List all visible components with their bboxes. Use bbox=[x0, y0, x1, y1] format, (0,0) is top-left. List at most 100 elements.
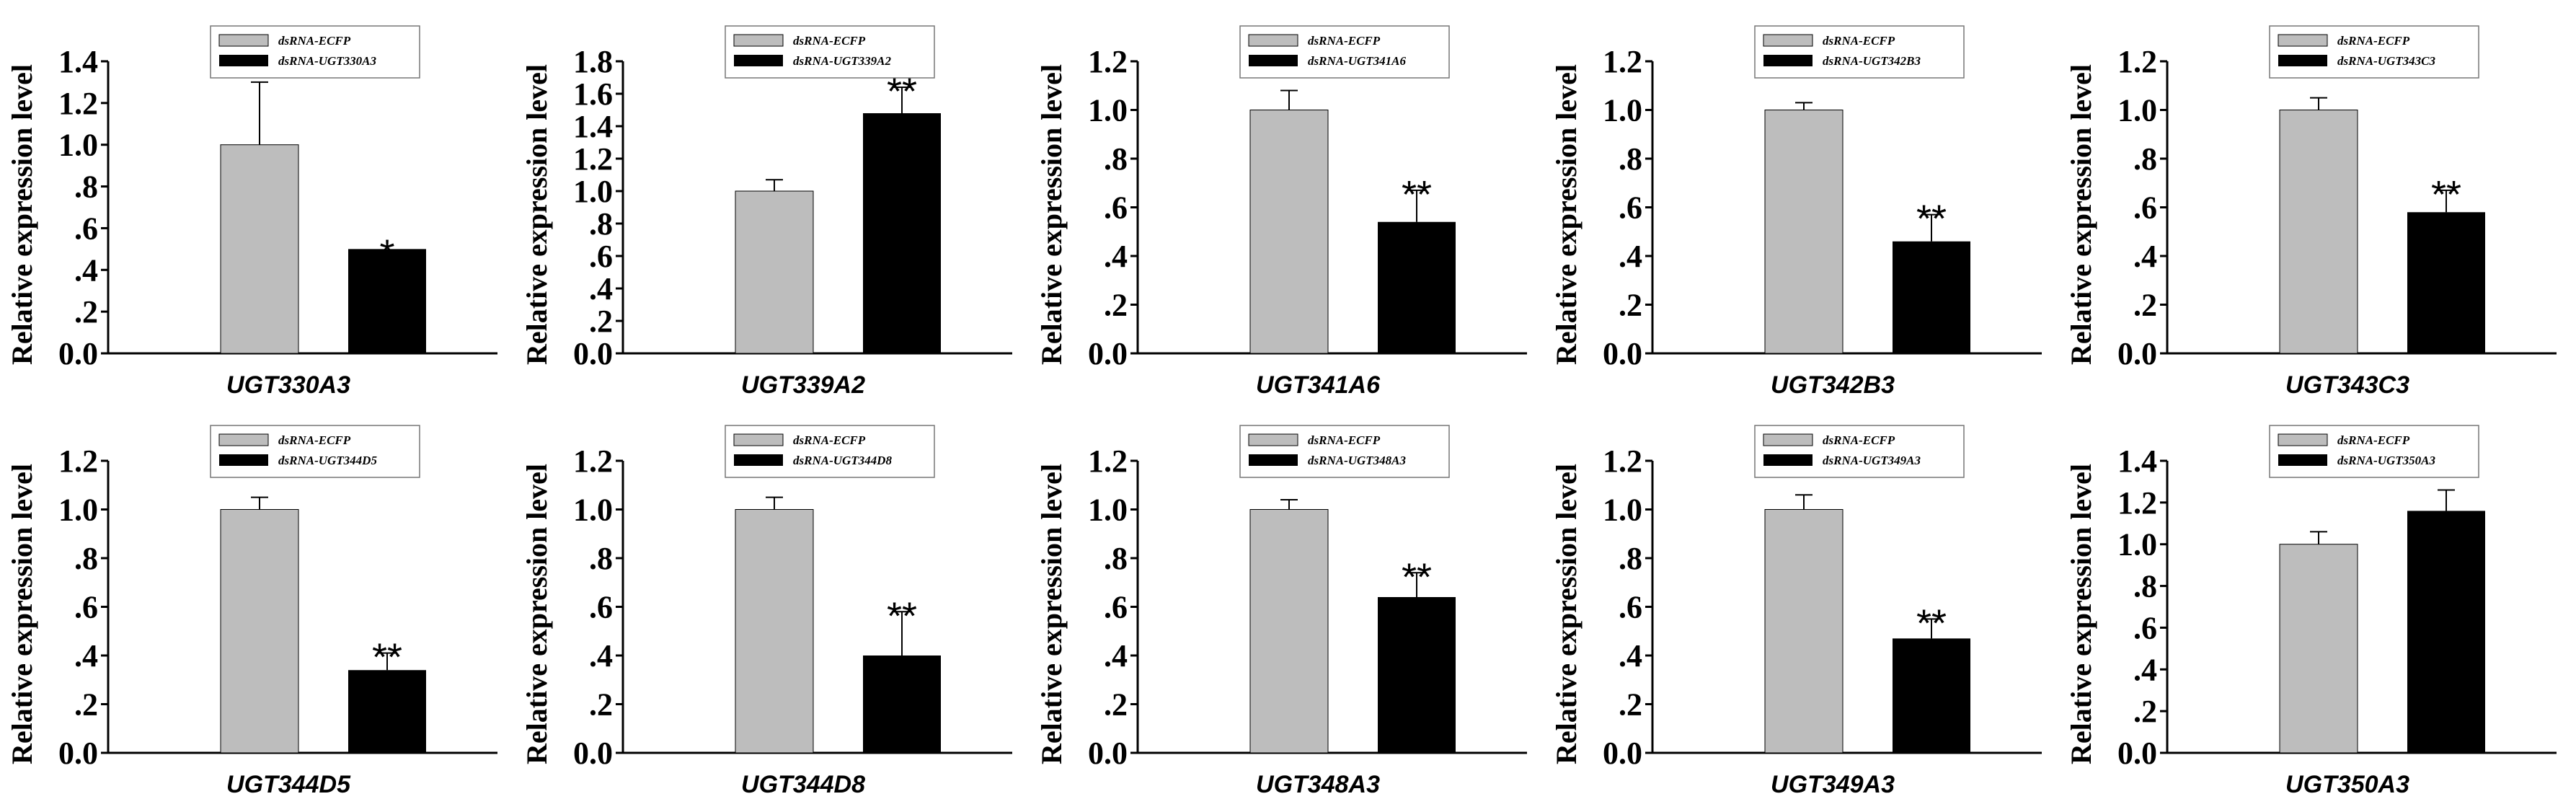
legend-label: dsRNA-ECFP bbox=[1308, 433, 1381, 447]
legend-box bbox=[210, 425, 420, 478]
y-tick-label: .6 bbox=[1619, 190, 1642, 226]
y-tick-label: 0.0 bbox=[1603, 736, 1642, 771]
y-axis-label: Relative expression level bbox=[1035, 464, 1068, 764]
y-tick-label: 1.2 bbox=[1603, 44, 1642, 79]
y-axis-label: Relative expression level bbox=[2065, 464, 2097, 764]
y-tick-label: .4 bbox=[589, 638, 613, 674]
bar-control bbox=[1249, 110, 1329, 354]
y-tick-label: .6 bbox=[2133, 190, 2157, 226]
bar-control bbox=[735, 509, 814, 754]
legend-swatch-control bbox=[1248, 34, 1298, 47]
y-tick-label: 1.0 bbox=[1088, 493, 1128, 528]
legend-label: dsRNA-ECFP bbox=[793, 34, 866, 48]
legend-swatch-treatment bbox=[2278, 454, 2327, 466]
y-tick-label: .8 bbox=[589, 541, 613, 576]
legend-swatch-treatment bbox=[1249, 454, 1298, 466]
y-tick-label: 0.0 bbox=[1088, 336, 1128, 371]
legend-label: dsRNA-UGT349A3 bbox=[1823, 454, 1921, 467]
y-tick-label: 1.4 bbox=[58, 44, 98, 79]
y-tick-label: .8 bbox=[74, 541, 98, 576]
legend-swatch-treatment bbox=[734, 454, 783, 466]
chart-panel-ugt342b3: 0.0 .2 .4 .6 .8 1.0 1.2 Relative expression lev… bbox=[1550, 25, 2042, 399]
y-tick-label: .2 bbox=[1619, 288, 1642, 323]
y-tick-label: 0.0 bbox=[58, 336, 98, 371]
legend-swatch-control bbox=[218, 34, 269, 47]
chart-panel-ugt349a3: 0.0 .2 .4 .6 .8 1.0 1.2 Relative expression lev… bbox=[1550, 425, 2042, 798]
y-tick-label: .6 bbox=[589, 239, 613, 274]
y-tick-label: 1.4 bbox=[573, 109, 613, 144]
legend-label: dsRNA-ECFP bbox=[1823, 433, 1895, 447]
y-tick-label: .6 bbox=[2133, 610, 2157, 645]
legend-swatch-control bbox=[2278, 433, 2328, 446]
y-tick-label: 0.0 bbox=[2117, 336, 2157, 371]
y-tick-label: 1.2 bbox=[1603, 443, 1642, 479]
y-axis-label: Relative expression level bbox=[1550, 464, 1583, 764]
y-tick-label: .8 bbox=[589, 206, 613, 242]
chart-panel-ugt341a6: 0.0 .2 .4 .6 .8 1.0 1.2 Relative expression lev… bbox=[1035, 25, 1527, 399]
y-tick-label: .4 bbox=[589, 271, 613, 306]
legend-swatch-control bbox=[1248, 433, 1298, 446]
gene-title: UGT348A3 bbox=[1256, 771, 1380, 798]
significance-marker: ** bbox=[1916, 601, 1947, 645]
gene-title: UGT350A3 bbox=[2285, 771, 2409, 798]
y-tick-label: .6 bbox=[1104, 590, 1128, 625]
legend-swatch-control bbox=[2278, 34, 2328, 47]
y-tick-label: 1.0 bbox=[1603, 493, 1642, 528]
bar-treatment bbox=[1378, 597, 1456, 753]
significance-marker: ** bbox=[2431, 173, 2461, 216]
bar-treatment bbox=[348, 249, 426, 353]
legend-swatch-control bbox=[1763, 34, 1813, 47]
y-tick-label: 1.4 bbox=[2117, 443, 2157, 479]
bar-control bbox=[1764, 110, 1844, 354]
gene-title: UGT339A2 bbox=[741, 371, 865, 399]
bar-treatment bbox=[1378, 221, 1456, 353]
legend-swatch-treatment bbox=[1249, 55, 1298, 66]
y-tick-label: .2 bbox=[1104, 687, 1128, 723]
bar-control bbox=[220, 144, 299, 354]
y-tick-label: .8 bbox=[1104, 541, 1128, 576]
y-tick-label: 0.0 bbox=[1603, 336, 1642, 371]
bar-treatment bbox=[348, 670, 426, 753]
y-tick-label: .2 bbox=[589, 304, 613, 339]
legend-label: dsRNA-UGT350A3 bbox=[2337, 454, 2436, 467]
y-tick-label: .2 bbox=[74, 687, 98, 723]
bar-control bbox=[220, 509, 299, 754]
bar-treatment bbox=[863, 655, 941, 753]
legend-swatch-control bbox=[1763, 433, 1813, 446]
y-tick-label: .4 bbox=[1619, 638, 1642, 674]
y-tick-label: .4 bbox=[74, 252, 98, 288]
bar-treatment bbox=[1893, 638, 1970, 753]
chart-panel-ugt343c3: 0.0 .2 .4 .6 .8 1.0 1.2 Relative expression lev… bbox=[2065, 25, 2557, 399]
chart-panel-ugt339a2: 0.0.2.4.6.81.01.21.41.61.8 Relative expre… bbox=[521, 25, 1012, 399]
y-tick-label: .2 bbox=[1104, 288, 1128, 323]
legend-swatch-control bbox=[733, 433, 784, 446]
significance-marker: ** bbox=[1916, 198, 1947, 241]
y-tick-label: 1.2 bbox=[573, 443, 613, 479]
legend-label: dsRNA-UGT343C3 bbox=[2337, 54, 2436, 68]
y-tick-label: 0.0 bbox=[58, 736, 98, 771]
gene-title: UGT330A3 bbox=[226, 371, 350, 399]
y-tick-label: .4 bbox=[2133, 652, 2157, 687]
legend-label: dsRNA-ECFP bbox=[2337, 433, 2410, 447]
y-tick-label: .6 bbox=[74, 211, 98, 246]
bar-treatment bbox=[2407, 212, 2485, 353]
y-tick-label: 0.0 bbox=[573, 736, 613, 771]
y-axis-label: Relative expression level bbox=[1550, 64, 1583, 365]
legend-swatch-control bbox=[218, 433, 269, 446]
bar-treatment bbox=[1893, 241, 1970, 353]
bar-control bbox=[2279, 544, 2358, 754]
legend-swatch-treatment bbox=[2278, 55, 2327, 66]
y-tick-label: 1.2 bbox=[573, 141, 613, 177]
y-tick-label: .6 bbox=[1104, 190, 1128, 226]
y-axis-label: Relative expression level bbox=[521, 464, 553, 764]
y-tick-label: 0.0 bbox=[2117, 736, 2157, 771]
y-tick-label: .2 bbox=[2133, 288, 2157, 323]
gene-title: UGT341A6 bbox=[1256, 371, 1381, 399]
legend-swatch-control bbox=[733, 34, 784, 47]
chart-panel-ugt344d5: 0.0 .2 .4 .6 .8 1.0 1.2 Relative expression lev… bbox=[6, 425, 497, 798]
y-tick-label: .4 bbox=[74, 638, 98, 674]
y-tick-label: .2 bbox=[1619, 687, 1642, 723]
y-tick-label: 1.0 bbox=[58, 128, 98, 163]
y-tick-label: 1.2 bbox=[1088, 44, 1128, 79]
